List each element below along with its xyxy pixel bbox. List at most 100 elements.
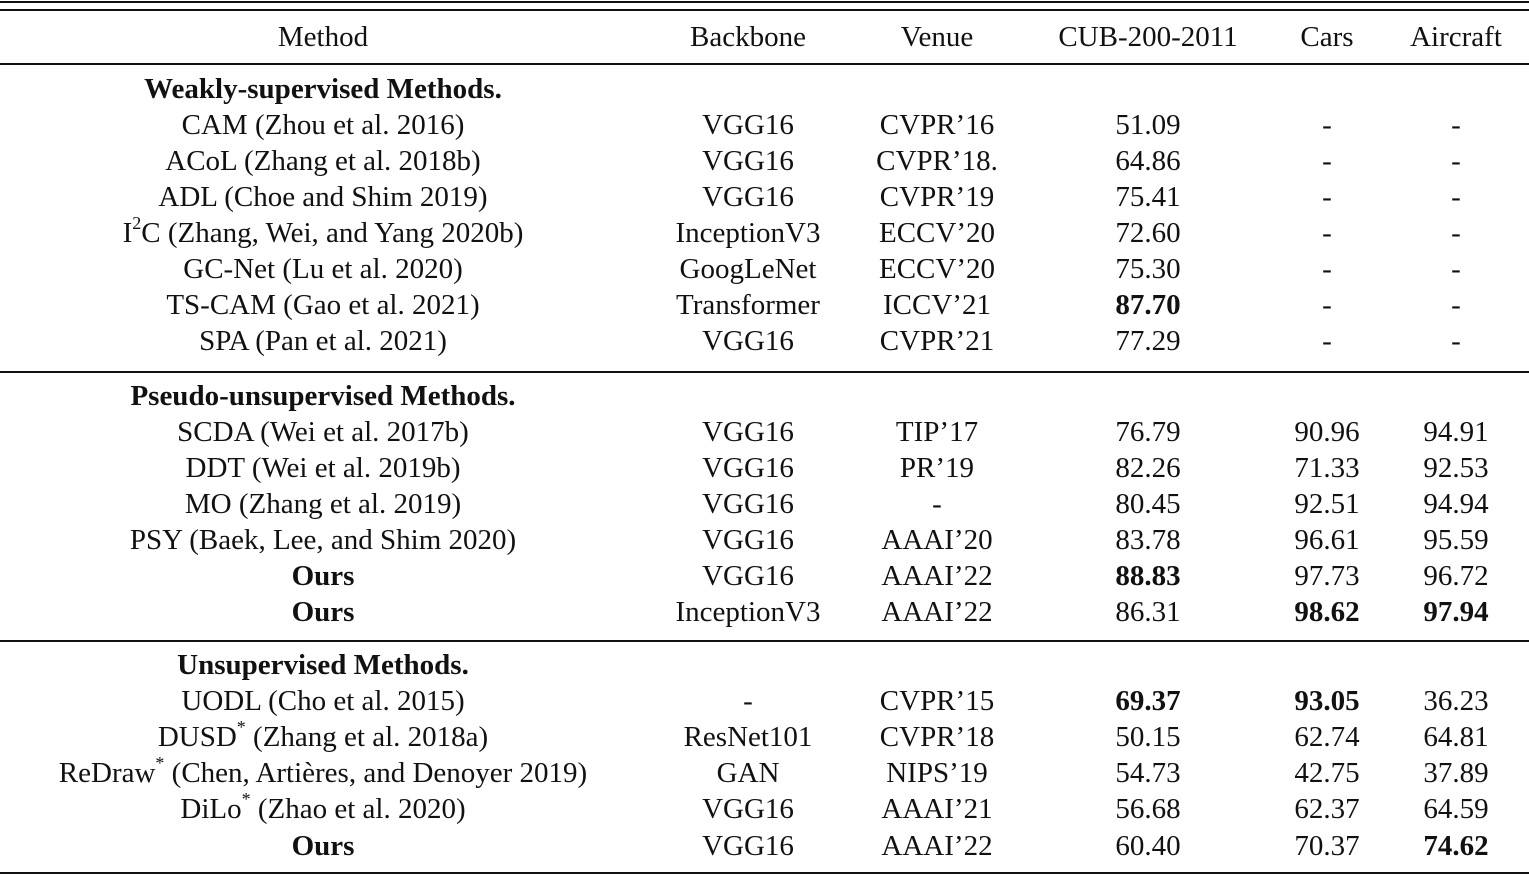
method-name: SCDA	[177, 416, 253, 448]
backbone-cell: GoogLeNet	[679, 253, 817, 285]
aircraft-score-cell: 36.23	[1423, 685, 1489, 717]
section-title: Weakly-supervised Methods.	[144, 73, 502, 105]
cars-score-cell: -	[1322, 181, 1332, 213]
cars-score-cell: -	[1322, 109, 1332, 141]
cars-score-cell: 62.37	[1294, 793, 1360, 825]
method-name: I	[122, 217, 133, 249]
venue-cell: AAAI’21	[881, 793, 993, 825]
backbone-cell: VGG16	[702, 145, 794, 177]
method-name: PSY	[129, 524, 182, 556]
table-row: Ours VGG16 AAAI’22 60.40 70.37 74.62	[0, 828, 1529, 864]
cars-score-cell: 92.51	[1294, 488, 1360, 520]
section-title-row: Pseudo-unsupervised Methods.	[0, 378, 1529, 414]
backbone-cell: VGG16	[702, 488, 794, 520]
table-row: GC-Net (Lu et al. 2020) GoogLeNet ECCV’20 7…	[0, 251, 1529, 287]
method-name: Ours	[291, 560, 355, 592]
cub-score-cell: 87.70	[1115, 289, 1181, 321]
cub-score-cell: 72.60	[1115, 217, 1181, 249]
method-cell: DUSD* (Zhang et al. 2018a)	[157, 717, 489, 755]
method-cell: ADL (Choe and Shim 2019)	[158, 179, 487, 215]
cub-score-cell: 75.30	[1115, 253, 1181, 285]
method-superscript: *	[241, 789, 251, 810]
section-title-row: Weakly-supervised Methods.	[0, 71, 1529, 107]
method-citation: (Wei et al. 2019b)	[244, 452, 461, 484]
method-cell: I2C (Zhang, Wei, and Yang 2020b)	[122, 214, 524, 251]
header-row: Method Backbone Venue CUB-200-2011 Cars Aircr…	[0, 19, 1529, 55]
section-title: Pseudo-unsupervised Methods.	[130, 380, 516, 412]
aircraft-score-cell: 37.89	[1423, 757, 1489, 789]
aircraft-score-cell: 94.94	[1423, 488, 1489, 520]
venue-cell: NIPS’19	[886, 757, 988, 789]
backbone-cell: VGG16	[702, 109, 794, 141]
aircraft-score-cell: -	[1451, 217, 1461, 249]
cars-score-cell: 62.74	[1294, 721, 1360, 753]
table-rule	[0, 371, 1529, 373]
cub-score-cell: 83.78	[1115, 524, 1181, 556]
table-row: I2C (Zhang, Wei, and Yang 2020b) Inceptio…	[0, 214, 1529, 251]
cars-score-cell: 96.61	[1294, 524, 1360, 556]
method-cell: ReDraw* (Chen, Artières, and Denoyer 201…	[59, 754, 587, 791]
method-cell: GC-Net (Lu et al. 2020)	[183, 251, 462, 287]
method-citation: (Gao et al. 2021)	[275, 289, 480, 321]
venue-cell: CVPR’15	[879, 685, 995, 717]
venue-cell: CVPR’18	[879, 721, 995, 753]
header-backbone: Backbone	[690, 21, 806, 53]
cars-score-cell: 70.37	[1294, 830, 1360, 862]
method-citation: (Baek, Lee, and Shim 2020)	[181, 524, 517, 556]
section-title: Unsupervised Methods.	[177, 649, 469, 681]
header-aircraft: Aircraft	[1410, 21, 1502, 53]
method-name: ACoL	[165, 145, 237, 177]
cub-score-cell: 88.83	[1115, 560, 1181, 592]
backbone-cell: ResNet101	[683, 721, 813, 753]
aircraft-score-cell: -	[1451, 253, 1461, 285]
method-name: DiLo	[180, 793, 242, 825]
aircraft-score-cell: -	[1451, 145, 1461, 177]
table-row: ADL (Choe and Shim 2019) VGG16 CVPR’19 75.4…	[0, 179, 1529, 215]
cars-score-cell: 97.73	[1294, 560, 1360, 592]
method-cell: ACoL (Zhang et al. 2018b)	[165, 143, 480, 179]
method-superscript: *	[236, 717, 246, 738]
backbone-cell: VGG16	[702, 524, 794, 556]
cub-score-cell: 86.31	[1115, 596, 1181, 628]
aircraft-score-cell: -	[1451, 289, 1461, 321]
cub-score-cell: 50.15	[1115, 721, 1181, 753]
method-citation: (Zhang et al. 2018a)	[245, 721, 489, 753]
method-cell: SCDA (Wei et al. 2017b)	[177, 414, 469, 450]
method-name: UODL	[181, 685, 261, 717]
table-row: SCDA (Wei et al. 2017b) VGG16 TIP’17 76.79 9…	[0, 414, 1529, 450]
method-citation: (Cho et al. 2015)	[260, 685, 465, 717]
aircraft-score-cell: 74.62	[1423, 830, 1489, 862]
header-cars: Cars	[1300, 21, 1354, 53]
cub-score-cell: 80.45	[1115, 488, 1181, 520]
backbone-cell: VGG16	[702, 793, 794, 825]
cars-score-cell: -	[1322, 145, 1332, 177]
table-row: DDT (Wei et al. 2019b) VGG16 PR’19 82.26 71.…	[0, 450, 1529, 486]
table-rule	[0, 1, 1529, 3]
backbone-cell: InceptionV3	[675, 596, 821, 628]
method-name: DDT	[185, 452, 245, 484]
backbone-cell: GAN	[716, 757, 780, 789]
table-row: Ours InceptionV3 AAAI’22 86.31 98.62 97.94	[0, 594, 1529, 630]
table-rule	[0, 640, 1529, 642]
aircraft-score-cell: 97.94	[1423, 596, 1489, 628]
backbone-cell: VGG16	[702, 560, 794, 592]
method-name: TS-CAM	[166, 289, 276, 321]
method-cell: MO (Zhang et al. 2019)	[185, 486, 461, 522]
venue-cell: CVPR’16	[879, 109, 995, 141]
cub-score-cell: 56.68	[1115, 793, 1181, 825]
venue-cell: TIP’17	[895, 416, 979, 448]
method-cell: TS-CAM (Gao et al. 2021)	[166, 287, 479, 323]
method-cell: SPA (Pan et al. 2021)	[199, 323, 447, 359]
cub-score-cell: 82.26	[1115, 452, 1181, 484]
method-citation: (Zhang et al. 2019)	[231, 488, 462, 520]
backbone-cell: InceptionV3	[675, 217, 821, 249]
method-citation: (Zhou et al. 2016)	[247, 109, 465, 141]
header-method: Method	[277, 21, 369, 53]
table-row: DUSD* (Zhang et al. 2018a) ResNet101 CVPR’…	[0, 717, 1529, 755]
venue-cell: PR’19	[899, 452, 975, 484]
cub-score-cell: 69.37	[1115, 685, 1181, 717]
cub-score-cell: 51.09	[1115, 109, 1181, 141]
table-row: ReDraw* (Chen, Artières, and Denoyer 201…	[0, 754, 1529, 791]
method-citation: (Pan et al. 2021)	[248, 325, 447, 357]
method-name: DUSD	[157, 721, 237, 753]
